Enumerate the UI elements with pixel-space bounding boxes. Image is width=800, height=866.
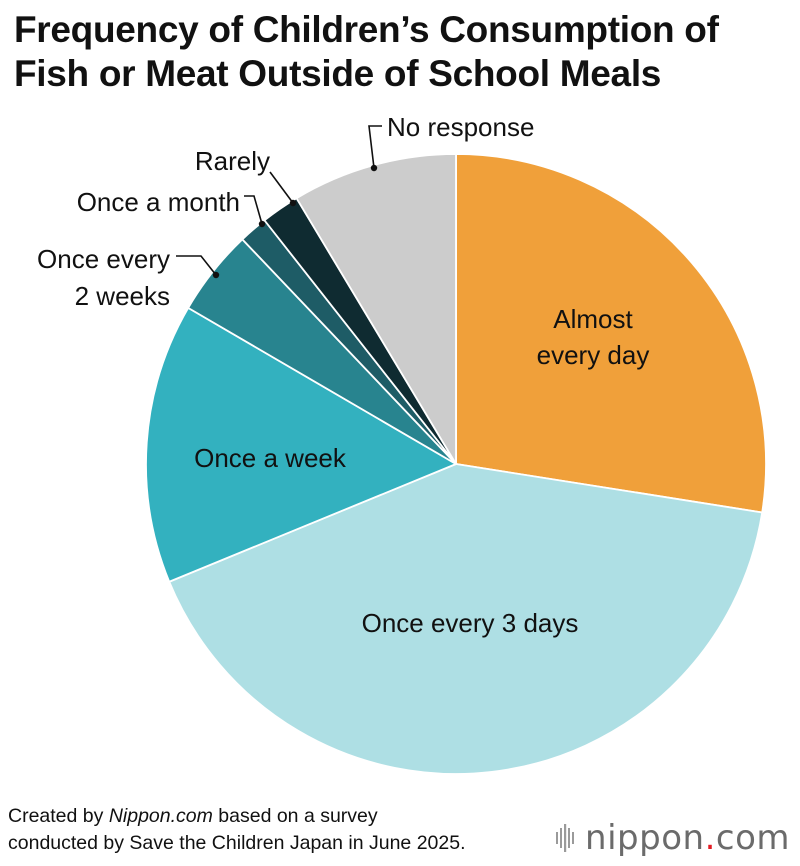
logo-wordmark: nippon.com — [585, 818, 790, 858]
logo-name: nippon — [585, 818, 705, 858]
leader-line-no-response — [368, 125, 382, 169]
source-suffix: based on a survey — [212, 805, 378, 827]
pie-slice-once-every-3-days — [168, 463, 764, 775]
leader-line-rarely — [269, 171, 294, 204]
chart-title-line-1: Frequency of Children’s Consumption of — [14, 9, 719, 50]
source-note-line-2: conducted by Save the Children Japan in … — [8, 832, 466, 854]
source-prefix: Created by — [8, 805, 109, 827]
leader-dot-once-a-month — [258, 220, 266, 228]
slice-label-once-a-month: Once a month — [77, 187, 240, 217]
pie-slice-almost-every-day — [455, 153, 767, 514]
slice-label-once-every-2-weeks: Once every — [37, 244, 170, 274]
logo-dot: . — [704, 818, 716, 858]
chart-title-line-2: Fish or Meat Outside of School Meals — [14, 53, 662, 94]
nippon-logo: nippon.com — [555, 818, 790, 858]
source-note-line-1: Created by Nippon.com based on a survey — [8, 803, 466, 830]
source-note: Created by Nippon.com based on a survey … — [8, 803, 466, 857]
pie-chart: Almost every day Once every 3 days Once a w… — [37, 112, 767, 775]
leader-dot-once-every-2-weeks — [212, 271, 220, 279]
slice-label-almost-every-day: every day — [537, 340, 650, 370]
slice-label-no-response: No response — [387, 112, 534, 142]
logo-tld: com — [715, 818, 790, 858]
source-site: Nippon.com — [108, 805, 213, 827]
leader-dot-no-response — [370, 164, 378, 172]
logo-bars-icon — [556, 824, 575, 852]
slice-label-once-every-3-days: Once every 3 days — [362, 608, 579, 638]
slice-label-rarely: Rarely — [195, 146, 270, 176]
leader-line-once-every-2-weeks — [176, 255, 217, 276]
chart-title: Frequency of Children’s Consumption of F… — [14, 8, 794, 96]
leader-dot-rarely — [289, 199, 297, 207]
slice-label-once-every-2-weeks: 2 weeks — [75, 281, 170, 311]
pie-slice-once-a-week — [145, 306, 457, 583]
leader-line-once-a-month — [244, 195, 263, 225]
slice-label-once-a-week: Once a week — [194, 443, 347, 473]
slice-label-almost-every-day: Almost — [553, 304, 633, 334]
